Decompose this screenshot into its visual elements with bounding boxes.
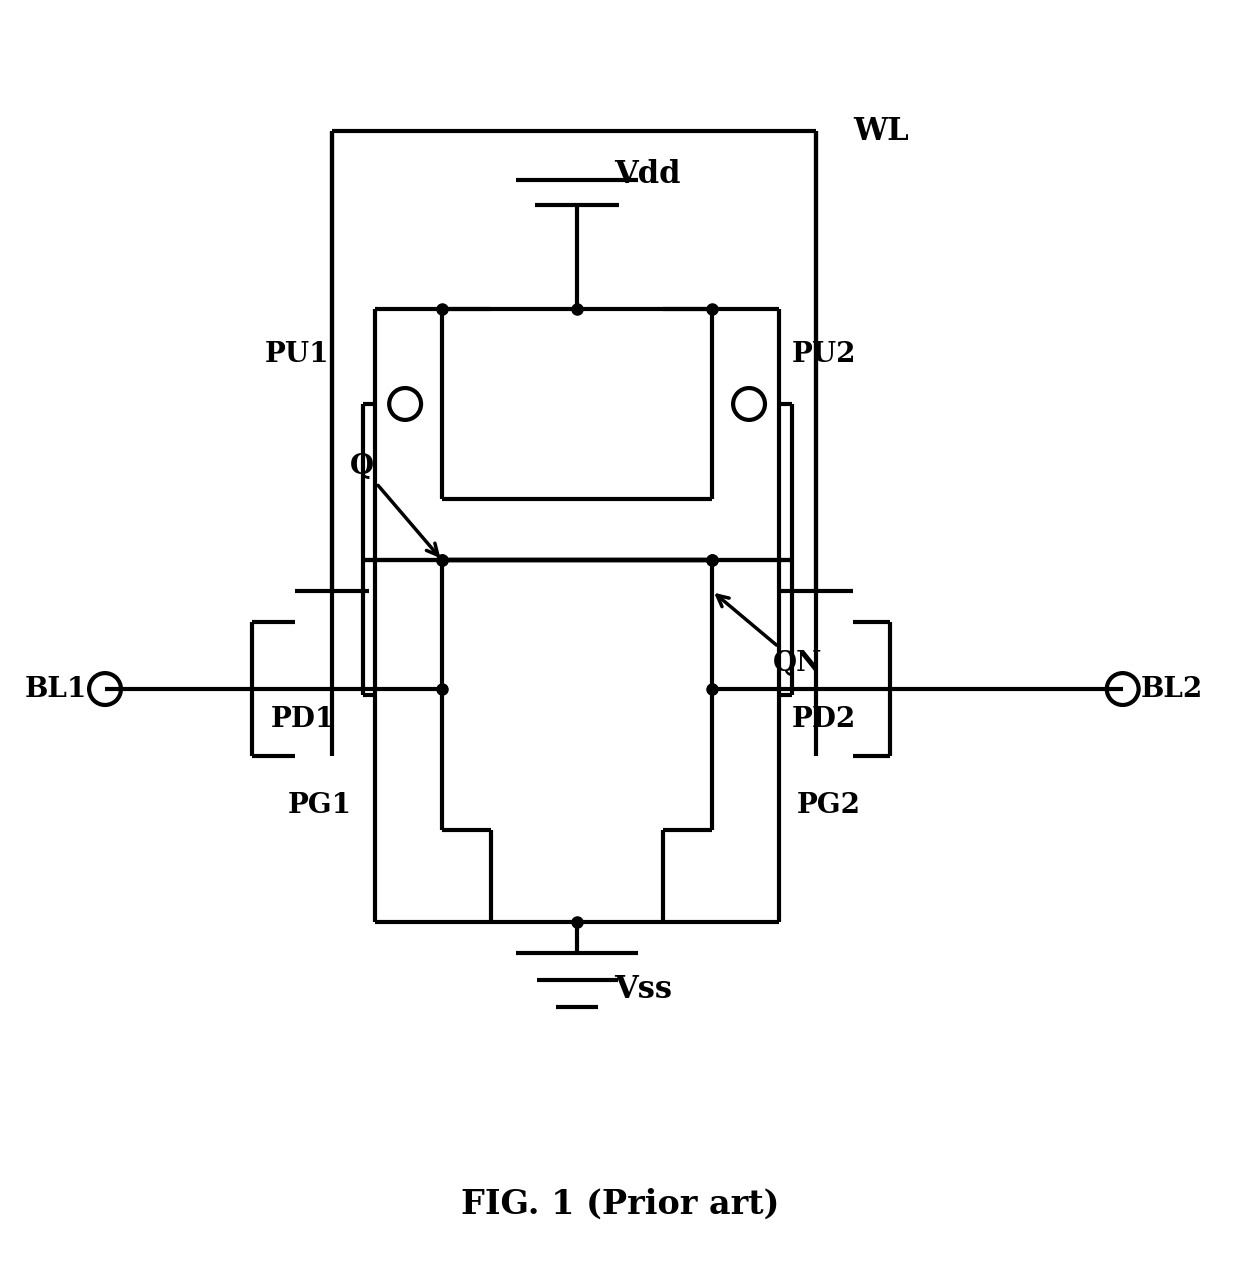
Text: Vss: Vss [614,974,672,1005]
Text: BL2: BL2 [1141,676,1203,703]
Text: FIG. 1 (Prior art): FIG. 1 (Prior art) [461,1188,779,1221]
Text: PU2: PU2 [791,342,856,369]
Text: PD2: PD2 [791,707,856,733]
Text: PG1: PG1 [288,792,352,819]
Text: Q: Q [350,453,438,556]
Text: WL: WL [853,115,909,147]
Text: PU1: PU1 [264,342,329,369]
Text: BL1: BL1 [25,676,87,703]
Text: Vdd: Vdd [614,159,681,189]
Text: PD1: PD1 [270,707,335,733]
Text: QN: QN [717,595,823,677]
Text: PG2: PG2 [796,792,861,819]
